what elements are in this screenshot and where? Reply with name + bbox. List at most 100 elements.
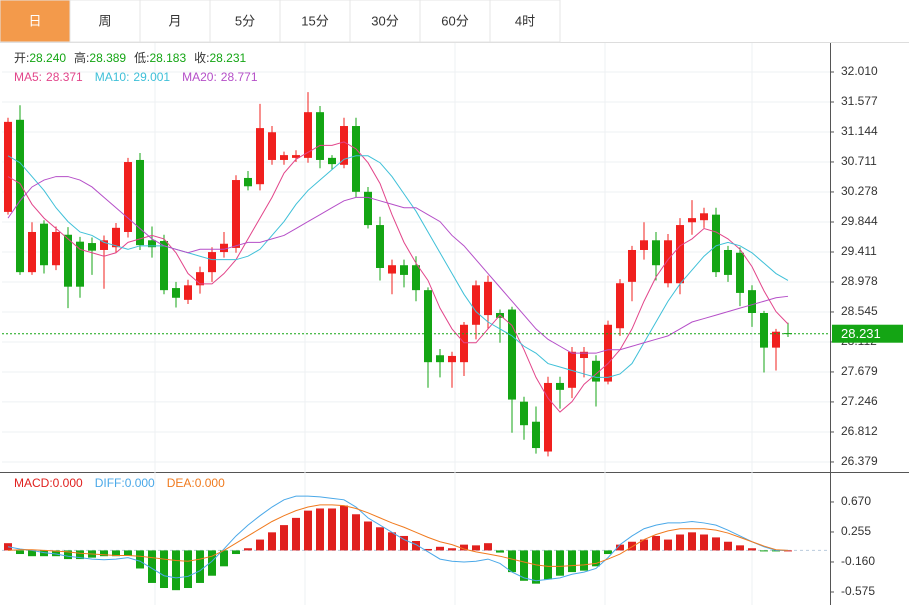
legend-name: MACD: bbox=[14, 476, 53, 490]
legend-name: MA10: bbox=[95, 70, 130, 84]
candle-body bbox=[328, 157, 336, 165]
macd-bar bbox=[628, 541, 636, 551]
candle-body bbox=[64, 234, 72, 287]
y-tick-label: 0.255 bbox=[841, 524, 871, 538]
legend-value: 0.000 bbox=[195, 476, 225, 490]
ma-legend: MA5: 28.371 MA10: 29.001 MA20: 28.771 bbox=[14, 70, 258, 84]
summary-label: 低: bbox=[134, 51, 149, 65]
tab-bg bbox=[0, 0, 71, 43]
line-series bbox=[7, 176, 789, 354]
tab-label: 30分 bbox=[371, 13, 398, 28]
candle-body bbox=[556, 382, 564, 390]
ohlc-summary: 开:28.240 高:28.389 低:28.183 收:28.231 bbox=[14, 50, 247, 65]
candle-body bbox=[124, 162, 132, 232]
candle-body bbox=[388, 265, 396, 274]
y-tick-label: -0.160 bbox=[841, 554, 875, 568]
macd-bar bbox=[556, 550, 564, 576]
macd-bar bbox=[40, 550, 48, 557]
tab[interactable]: 5分 bbox=[209, 0, 281, 43]
y-tick-label: 30.278 bbox=[841, 184, 878, 198]
macd-bar bbox=[316, 508, 324, 551]
tab[interactable]: 15分 bbox=[279, 0, 351, 43]
tab[interactable]: 4时 bbox=[489, 0, 561, 43]
macd-bar bbox=[148, 550, 156, 583]
tab[interactable]: 周 bbox=[69, 0, 141, 43]
candle-body bbox=[712, 214, 720, 273]
candle-body bbox=[676, 225, 684, 284]
candle-body bbox=[256, 128, 264, 185]
line-series bbox=[7, 495, 788, 582]
y-tick-label: 30.711 bbox=[841, 154, 877, 168]
y-tick-label: 26.812 bbox=[841, 424, 878, 438]
candle-body bbox=[640, 240, 648, 250]
macd-bar bbox=[664, 539, 672, 551]
tab-bg bbox=[279, 0, 351, 43]
candle-body bbox=[412, 265, 420, 291]
macd-bar bbox=[580, 550, 588, 571]
macd-bar bbox=[532, 550, 540, 584]
tab[interactable]: 月 bbox=[139, 0, 211, 43]
macd-bar bbox=[304, 510, 312, 551]
macd-bar bbox=[172, 550, 180, 591]
candle-body bbox=[184, 285, 192, 300]
macd-bar bbox=[364, 521, 372, 551]
macd-bar bbox=[280, 525, 288, 551]
macd-bar bbox=[652, 535, 660, 551]
macd-bar bbox=[604, 550, 612, 555]
macd-bar bbox=[712, 537, 720, 551]
macd-bar bbox=[508, 550, 516, 573]
candle-body bbox=[160, 240, 168, 291]
macd-bar bbox=[640, 539, 648, 551]
candle-body bbox=[580, 351, 588, 359]
summary-label: 开: bbox=[14, 51, 29, 65]
tab-bg bbox=[139, 0, 211, 43]
macd-bar bbox=[472, 545, 480, 551]
candle-body bbox=[304, 112, 312, 158]
candle-body bbox=[88, 243, 96, 251]
candle-body bbox=[28, 231, 36, 273]
y-tick-label: 0.670 bbox=[841, 494, 871, 508]
candle-body bbox=[520, 401, 528, 426]
macd-bar bbox=[28, 550, 36, 557]
candle-body bbox=[628, 249, 636, 282]
y-tick-label: -0.575 bbox=[841, 584, 875, 598]
tab[interactable]: 60分 bbox=[419, 0, 491, 43]
legend-value: 29.001 bbox=[133, 70, 170, 84]
candle-body bbox=[760, 313, 768, 348]
macd-bar bbox=[400, 535, 408, 551]
candle-body bbox=[244, 177, 252, 187]
candle-body bbox=[172, 288, 180, 298]
macd-bar bbox=[196, 550, 204, 583]
y-tick-label: 27.679 bbox=[841, 364, 878, 378]
macd-bar bbox=[616, 544, 624, 551]
macd-bar bbox=[136, 550, 144, 569]
candle-body bbox=[616, 283, 624, 329]
legend-value: 0.000 bbox=[125, 476, 155, 490]
candle-body bbox=[772, 331, 780, 348]
candle-body bbox=[16, 119, 24, 273]
macd-bar bbox=[256, 539, 264, 551]
tab[interactable]: 30分 bbox=[349, 0, 421, 43]
candle-body bbox=[268, 132, 276, 160]
macd-bar bbox=[64, 550, 72, 560]
macd-bar bbox=[424, 548, 432, 551]
macd-bar bbox=[676, 534, 684, 551]
y-tick-label: 31.577 bbox=[841, 94, 878, 108]
candle-body bbox=[316, 112, 324, 160]
candle-body bbox=[340, 126, 348, 165]
summary-value: 28.183 bbox=[149, 51, 186, 65]
macd-bar bbox=[124, 550, 132, 556]
tab-bg bbox=[349, 0, 421, 43]
legend-value: 0.000 bbox=[53, 476, 83, 490]
candle-body bbox=[364, 191, 372, 226]
macd-bar bbox=[292, 517, 300, 551]
tab[interactable]: 日 bbox=[0, 0, 71, 43]
candle-body bbox=[748, 290, 756, 314]
candle-body bbox=[484, 281, 492, 316]
macd-bar bbox=[232, 550, 240, 555]
candle-body bbox=[292, 155, 300, 158]
macd-bar bbox=[388, 532, 396, 551]
candle-body bbox=[736, 252, 744, 293]
candle-body bbox=[508, 309, 516, 400]
